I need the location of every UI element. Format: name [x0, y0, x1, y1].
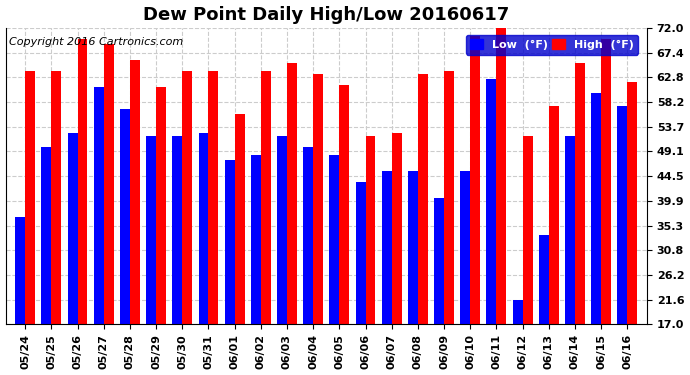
Bar: [366, 136, 375, 375]
Title: Dew Point Daily High/Low 20160617: Dew Point Daily High/Low 20160617: [143, 6, 509, 24]
Bar: [460, 171, 471, 375]
Bar: [77, 39, 88, 375]
Bar: [251, 154, 261, 375]
Text: Copyright 2016 Cartronics.com: Copyright 2016 Cartronics.com: [9, 37, 183, 47]
Bar: [303, 147, 313, 375]
Bar: [627, 82, 638, 375]
Bar: [486, 79, 496, 375]
Bar: [172, 136, 182, 375]
Bar: [601, 39, 611, 375]
Bar: [513, 300, 522, 375]
Bar: [199, 133, 208, 375]
Bar: [522, 136, 533, 375]
Bar: [182, 71, 193, 375]
Bar: [313, 74, 323, 375]
Bar: [277, 136, 287, 375]
Bar: [15, 217, 26, 375]
Bar: [434, 198, 444, 375]
Bar: [329, 154, 339, 375]
Bar: [94, 87, 104, 375]
Bar: [382, 171, 392, 375]
Bar: [418, 74, 428, 375]
Bar: [591, 93, 601, 375]
Bar: [339, 84, 349, 375]
Bar: [408, 171, 418, 375]
Bar: [575, 63, 585, 375]
Bar: [261, 71, 270, 375]
Bar: [496, 25, 506, 375]
Bar: [104, 44, 114, 375]
Bar: [618, 106, 627, 375]
Bar: [26, 71, 35, 375]
Bar: [68, 133, 77, 375]
Bar: [392, 133, 402, 375]
Bar: [235, 114, 244, 375]
Bar: [208, 71, 219, 375]
Bar: [146, 136, 156, 375]
Bar: [287, 63, 297, 375]
Bar: [130, 60, 140, 375]
Bar: [444, 71, 454, 375]
Legend: Low  (°F), High  (°F): Low (°F), High (°F): [466, 35, 638, 55]
Bar: [355, 182, 366, 375]
Bar: [41, 147, 51, 375]
Bar: [51, 71, 61, 375]
Bar: [120, 109, 130, 375]
Bar: [565, 136, 575, 375]
Bar: [225, 160, 235, 375]
Bar: [549, 106, 559, 375]
Bar: [156, 87, 166, 375]
Bar: [539, 236, 549, 375]
Bar: [471, 36, 480, 375]
